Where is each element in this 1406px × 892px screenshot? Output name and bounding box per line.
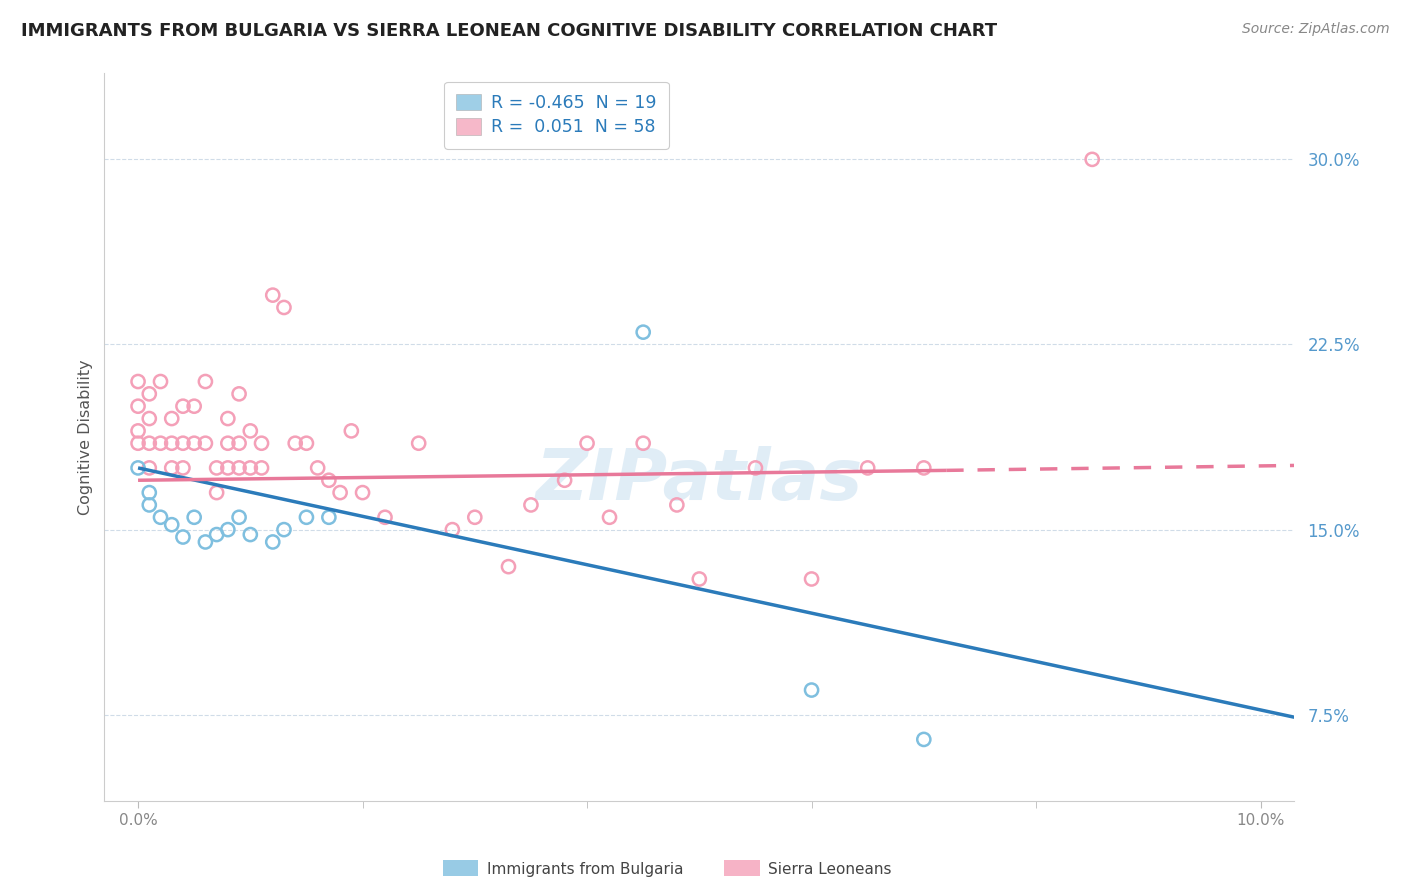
Point (498, 559, 520, 574)
Point (205, 461, 228, 475)
Text: ZIPatlas: ZIPatlas (536, 446, 863, 516)
Point (250, 461, 273, 475)
Point (217, 411, 239, 425)
Point (217, 523, 239, 537)
Point (138, 387, 160, 401)
Point (138, 498, 160, 512)
Point (800, 683, 823, 698)
Legend: R = -0.465  N = 19, R =  0.051  N = 58: R = -0.465 N = 19, R = 0.051 N = 58 (444, 82, 669, 148)
Point (194, 436, 217, 450)
Point (149, 375, 172, 389)
Text: Sierra Leoneans: Sierra Leoneans (768, 863, 891, 877)
Point (576, 436, 599, 450)
Point (856, 461, 879, 475)
Point (127, 424, 149, 438)
Point (912, 461, 935, 475)
Point (228, 436, 250, 450)
Point (127, 399, 149, 413)
Point (138, 485, 160, 500)
Point (172, 436, 194, 450)
Point (228, 461, 250, 475)
Point (205, 527, 228, 541)
Point (183, 399, 205, 413)
Point (172, 461, 194, 475)
Point (318, 473, 340, 487)
Point (160, 461, 183, 475)
Point (1081, 153, 1104, 167)
Point (183, 510, 205, 524)
Text: Immigrants from Bulgaria: Immigrants from Bulgaria (486, 863, 683, 877)
Point (194, 535, 217, 549)
Point (520, 498, 543, 512)
Point (172, 399, 194, 413)
Point (554, 473, 576, 487)
Point (464, 510, 486, 524)
Point (127, 436, 149, 450)
Point (284, 436, 307, 450)
Point (160, 436, 183, 450)
Point (228, 510, 250, 524)
Point (205, 485, 228, 500)
Point (217, 461, 239, 475)
Point (239, 527, 262, 541)
Point (149, 436, 172, 450)
Point (273, 523, 295, 537)
Text: IMMIGRANTS FROM BULGARIA VS SIERRA LEONEAN COGNITIVE DISABILITY CORRELATION CHAR: IMMIGRANTS FROM BULGARIA VS SIERRA LEONE… (21, 22, 997, 40)
Point (912, 732, 935, 747)
Point (194, 375, 217, 389)
Point (262, 535, 284, 549)
Point (665, 498, 688, 512)
Point (183, 436, 205, 450)
Point (138, 411, 160, 425)
Point (295, 436, 318, 450)
Point (441, 523, 464, 537)
Point (127, 375, 149, 389)
Point (688, 572, 710, 586)
Point (352, 485, 374, 500)
Point (228, 387, 250, 401)
Point (262, 288, 284, 302)
Text: Source: ZipAtlas.com: Source: ZipAtlas.com (1241, 22, 1389, 37)
Point (599, 510, 621, 524)
Point (340, 424, 363, 438)
Point (138, 461, 160, 475)
Point (160, 411, 183, 425)
Point (138, 436, 160, 450)
Point (374, 510, 396, 524)
Point (631, 325, 654, 339)
Point (408, 436, 430, 450)
Point (127, 461, 149, 475)
Point (217, 436, 239, 450)
Point (160, 517, 183, 532)
Point (318, 510, 340, 524)
Point (172, 530, 194, 544)
Point (307, 461, 329, 475)
Point (800, 572, 823, 586)
Point (250, 436, 273, 450)
Point (239, 461, 262, 475)
Y-axis label: Cognitive Disability: Cognitive Disability (79, 359, 93, 515)
Point (631, 436, 654, 450)
Point (744, 461, 766, 475)
Point (239, 424, 262, 438)
Point (273, 301, 295, 315)
Point (329, 485, 352, 500)
Point (149, 510, 172, 524)
Point (295, 510, 318, 524)
